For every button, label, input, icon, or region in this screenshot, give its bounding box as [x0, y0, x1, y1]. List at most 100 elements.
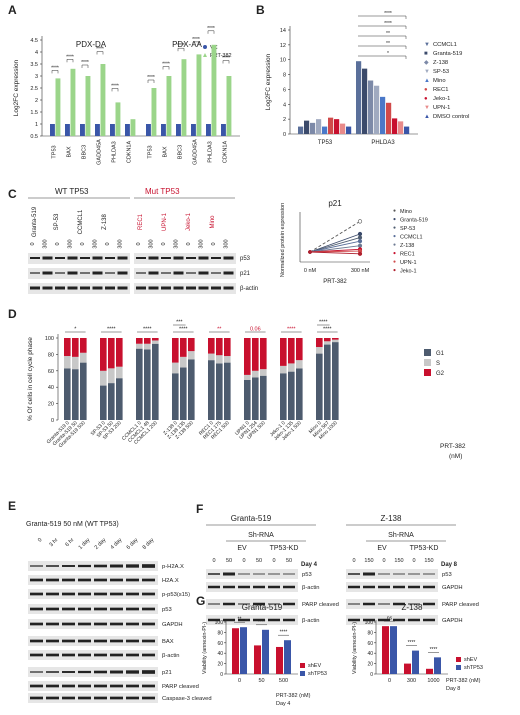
panel-c-band	[117, 271, 128, 275]
panel-e-band	[94, 607, 107, 611]
panel-g-ytick-label: 100	[215, 620, 224, 626]
panel-c-line-series	[309, 237, 361, 253]
panel-d-bar	[216, 338, 223, 356]
panel-c-band	[211, 272, 221, 274]
panel-c-band	[30, 257, 40, 259]
panel-c-band	[92, 286, 103, 290]
panel-e-band	[78, 639, 91, 643]
panel-a-sig-label: ****	[66, 54, 74, 60]
panel-b-legend-marker: ▲	[424, 114, 430, 120]
panel-e-blot-label: p-H2A.X	[162, 564, 184, 570]
panel-c-band	[42, 286, 53, 290]
panel-label-G: G	[196, 594, 205, 608]
panel-d-legend-label: S	[436, 361, 440, 367]
panel-a-bar	[130, 119, 136, 136]
panel-d-bar	[108, 383, 115, 420]
panel-e-band	[46, 684, 59, 688]
panel-a-sig-label: ****	[147, 75, 155, 81]
panel-a-legend-vc-marker	[203, 45, 207, 49]
panel-b-bar	[304, 120, 310, 134]
panel-e-band	[30, 622, 43, 626]
panel-a-bar	[211, 44, 217, 136]
panel-e-band	[110, 607, 123, 611]
panel-label-F: F	[196, 502, 203, 516]
panel-f-band	[423, 573, 435, 575]
panel-b-legend-label: Mino	[433, 78, 446, 84]
panel-e-timepoint: 4 day	[110, 537, 124, 551]
panel-g-ylabel: Viability (annexin-PI-)	[202, 622, 208, 674]
panel-b-bar	[356, 61, 362, 135]
panel-f-dose: 50	[256, 558, 262, 564]
panel-g-bar	[262, 629, 269, 674]
panel-f-band	[393, 585, 405, 589]
panel-label-A: A	[8, 3, 17, 17]
panel-c-line-legend-label: Granta-519	[400, 218, 428, 224]
panel-b-bar	[328, 117, 334, 134]
panel-f-band	[208, 618, 220, 622]
panel-e-band	[62, 592, 75, 596]
panel-a-sig-label: ****	[177, 43, 185, 49]
panel-d-sig-label: ****	[107, 327, 116, 333]
panel-c-line-legend-label: Mino	[400, 209, 412, 215]
panel-f-day: Day 8	[441, 562, 458, 568]
panel-c-band	[55, 272, 65, 274]
panel-f-band	[268, 585, 280, 589]
panel-d-bar	[296, 338, 303, 361]
panel-d-bar	[280, 373, 287, 420]
panel-f-band	[423, 618, 435, 622]
panel-e-band	[62, 607, 75, 611]
panel-b-bar	[368, 80, 374, 134]
panel-f-band	[378, 603, 390, 605]
panel-e-band	[94, 653, 107, 657]
panel-b-ytick-label: 8	[283, 73, 286, 79]
panel-a-bar	[146, 124, 151, 136]
panel-c-wt-line: Z-138	[102, 214, 108, 230]
panel-d-bar	[144, 343, 151, 350]
panel-a-xtick-label: TP53	[148, 145, 154, 158]
panel-g-sig-label: ****	[258, 619, 266, 625]
panel-e-band	[142, 592, 155, 596]
panel-a-xtick-label: PHLDA3	[208, 141, 214, 162]
panel-d-legend-swatch	[424, 369, 431, 376]
panel-g-title: Z-138	[402, 603, 423, 612]
panel-f-dose: 0	[412, 558, 415, 564]
panel-c-line-series	[309, 251, 361, 255]
panel-a-legend-prt: PRT-382	[210, 53, 232, 59]
panel-e-band	[94, 670, 107, 674]
panel-e-band	[62, 565, 75, 567]
panel-d-bar	[252, 370, 259, 378]
panel-b-bar	[380, 96, 386, 134]
panel-f-band	[408, 585, 420, 589]
panel-a-bar	[221, 124, 226, 136]
panel-e-band	[110, 684, 123, 688]
panel-b-ytick-label: 10	[280, 58, 286, 64]
panel-c-dose: 300	[149, 239, 155, 248]
panel-d-bar	[144, 338, 151, 344]
panel-b-xtick-label: TP53	[318, 140, 333, 146]
panel-d-bar	[116, 338, 123, 367]
panel-a-xtick-label: PHLDA3	[112, 141, 118, 162]
panel-c-dose: 300	[199, 239, 205, 248]
panel-a-xtick-label: BAX	[67, 146, 73, 157]
panel-e-band	[30, 653, 43, 657]
panel-c-line-point	[357, 239, 363, 244]
panel-b-sig-label: ****	[384, 21, 392, 27]
panel-e-band	[126, 639, 139, 643]
panel-c-band	[92, 256, 103, 260]
panel-c-mut-line: Mino	[210, 215, 216, 229]
panel-g-sig-label: ****	[280, 630, 288, 636]
panel-a-bar	[151, 88, 157, 136]
panel-f-dose: 50	[286, 558, 292, 564]
panel-a-xtick-label: BBC3	[178, 145, 184, 159]
panel-g-legend-shev-swatch	[300, 663, 305, 668]
panel-g-xtick-label: 300	[407, 678, 416, 684]
panel-f-blot-label: p53	[302, 572, 312, 578]
panel-c-band	[198, 256, 209, 260]
panel-a-ytick-label: 3.5	[30, 62, 38, 68]
panel-a-bar	[181, 59, 187, 137]
panel-b-bar	[386, 102, 392, 134]
panel-d-side-unit: (nM)	[449, 453, 462, 460]
panel-c-line-xlabel: PRT-382	[323, 279, 347, 285]
panel-c-band	[30, 272, 40, 274]
panel-d-bar	[216, 363, 223, 420]
